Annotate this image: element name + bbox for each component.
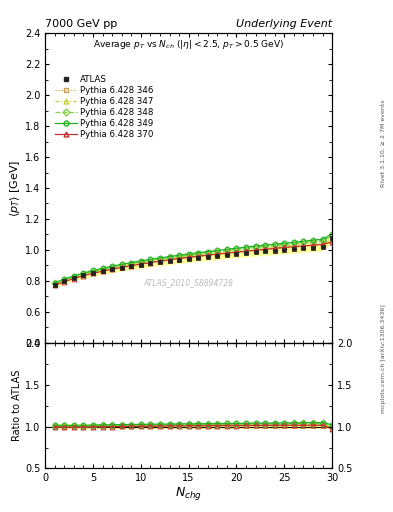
Text: Underlying Event: Underlying Event [236, 18, 332, 29]
Text: 7000 GeV pp: 7000 GeV pp [45, 18, 118, 29]
Text: mcplots.cern.ch [arXiv:1306.3436]: mcplots.cern.ch [arXiv:1306.3436] [381, 304, 386, 413]
Text: Rivet 3.1.10, ≥ 2.7M events: Rivet 3.1.10, ≥ 2.7M events [381, 99, 386, 187]
Legend: ATLAS, Pythia 6.428 346, Pythia 6.428 347, Pythia 6.428 348, Pythia 6.428 349, P: ATLAS, Pythia 6.428 346, Pythia 6.428 34… [55, 75, 154, 139]
X-axis label: $N_{chg}$: $N_{chg}$ [175, 485, 202, 502]
Y-axis label: $\langle p_T \rangle$ [GeV]: $\langle p_T \rangle$ [GeV] [8, 159, 22, 217]
Text: Average $p_T$ vs $N_{ch}$ ($|\eta| < 2.5$, $p_T > 0.5$ GeV): Average $p_T$ vs $N_{ch}$ ($|\eta| < 2.5… [93, 38, 284, 51]
Y-axis label: Ratio to ATLAS: Ratio to ATLAS [12, 370, 22, 441]
Text: ATLAS_2010_S8894728: ATLAS_2010_S8894728 [143, 278, 234, 287]
